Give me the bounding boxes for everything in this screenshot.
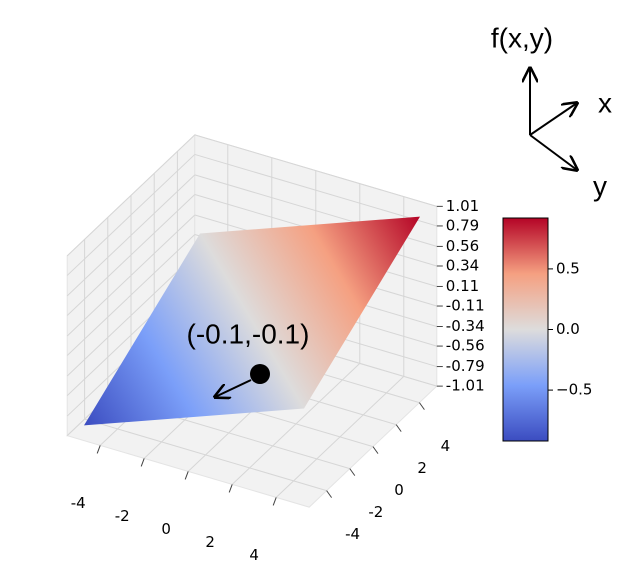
- z-tick-label: -1.01: [446, 377, 485, 395]
- y-tick-mark: [349, 468, 356, 476]
- grid-line: [66, 134, 196, 257]
- y-arrow: [529, 134, 577, 170]
- x-tick-label: 2: [205, 533, 215, 551]
- grid-line: [66, 214, 196, 337]
- annotation: (-0.1,-0.1): [187, 318, 310, 349]
- colorbar-tick-label: 0.5: [556, 259, 580, 277]
- grid-line: [66, 254, 196, 377]
- y-tick-mark: [418, 402, 425, 410]
- y-tick-label: 0: [394, 481, 404, 499]
- x-tick-mark: [96, 445, 101, 454]
- colorbar: [502, 217, 549, 442]
- y-tick-label: -4: [345, 525, 360, 543]
- z-tick-label: -0.11: [446, 297, 485, 315]
- colorbar-tick-label: 0.0: [556, 320, 580, 338]
- x-axis-label: x: [598, 87, 612, 118]
- grid-line: [66, 194, 196, 316]
- y-tick-label: -2: [368, 503, 383, 521]
- surface: [84, 216, 420, 426]
- orientation-icon: [530, 68, 577, 170]
- z-tick-label: -0.56: [446, 337, 485, 355]
- point-marker: [250, 364, 270, 384]
- x-tick-label: -2: [115, 507, 130, 525]
- z-tick-label: -0.34: [446, 317, 485, 335]
- x-tick-label: -4: [71, 494, 86, 512]
- x-tick-mark: [184, 471, 189, 480]
- x-tick-mark: [140, 458, 145, 467]
- plot-area: -4-2024-4-20241.010.790.560.340.11-0.11-…: [66, 133, 485, 564]
- z-tick-label: -0.79: [446, 357, 485, 375]
- y-tick-mark: [395, 424, 402, 432]
- x-tick-mark: [272, 497, 277, 506]
- x-arrow: [529, 103, 577, 136]
- grid-line: [66, 154, 196, 276]
- y-tick-label: 2: [417, 459, 427, 477]
- x-tick-label: 0: [161, 520, 171, 538]
- x-tick-label: 4: [249, 546, 259, 564]
- z-axis-label: f(x,y): [491, 22, 553, 53]
- z-tick-label: 1.01: [446, 197, 479, 215]
- y-tick-mark: [372, 446, 379, 454]
- z-tick-label: 0.11: [446, 277, 479, 295]
- grid-line: [194, 153, 437, 227]
- grid-line: [66, 234, 196, 356]
- colorbar-tick-label: −0.5: [556, 381, 592, 399]
- y-axis-label: y: [593, 170, 607, 201]
- z-tick-label: 0.79: [446, 216, 479, 234]
- y-tick-mark: [326, 490, 333, 498]
- z-tick-label: 0.56: [446, 237, 479, 255]
- z-tick-label: 0.34: [446, 256, 479, 274]
- gradient-arrow: [215, 379, 252, 397]
- y-tick-label: 4: [441, 437, 451, 455]
- grid-line: [84, 418, 327, 492]
- x-tick-mark: [228, 484, 233, 493]
- grid-line: [194, 134, 437, 207]
- grid-line: [66, 174, 196, 297]
